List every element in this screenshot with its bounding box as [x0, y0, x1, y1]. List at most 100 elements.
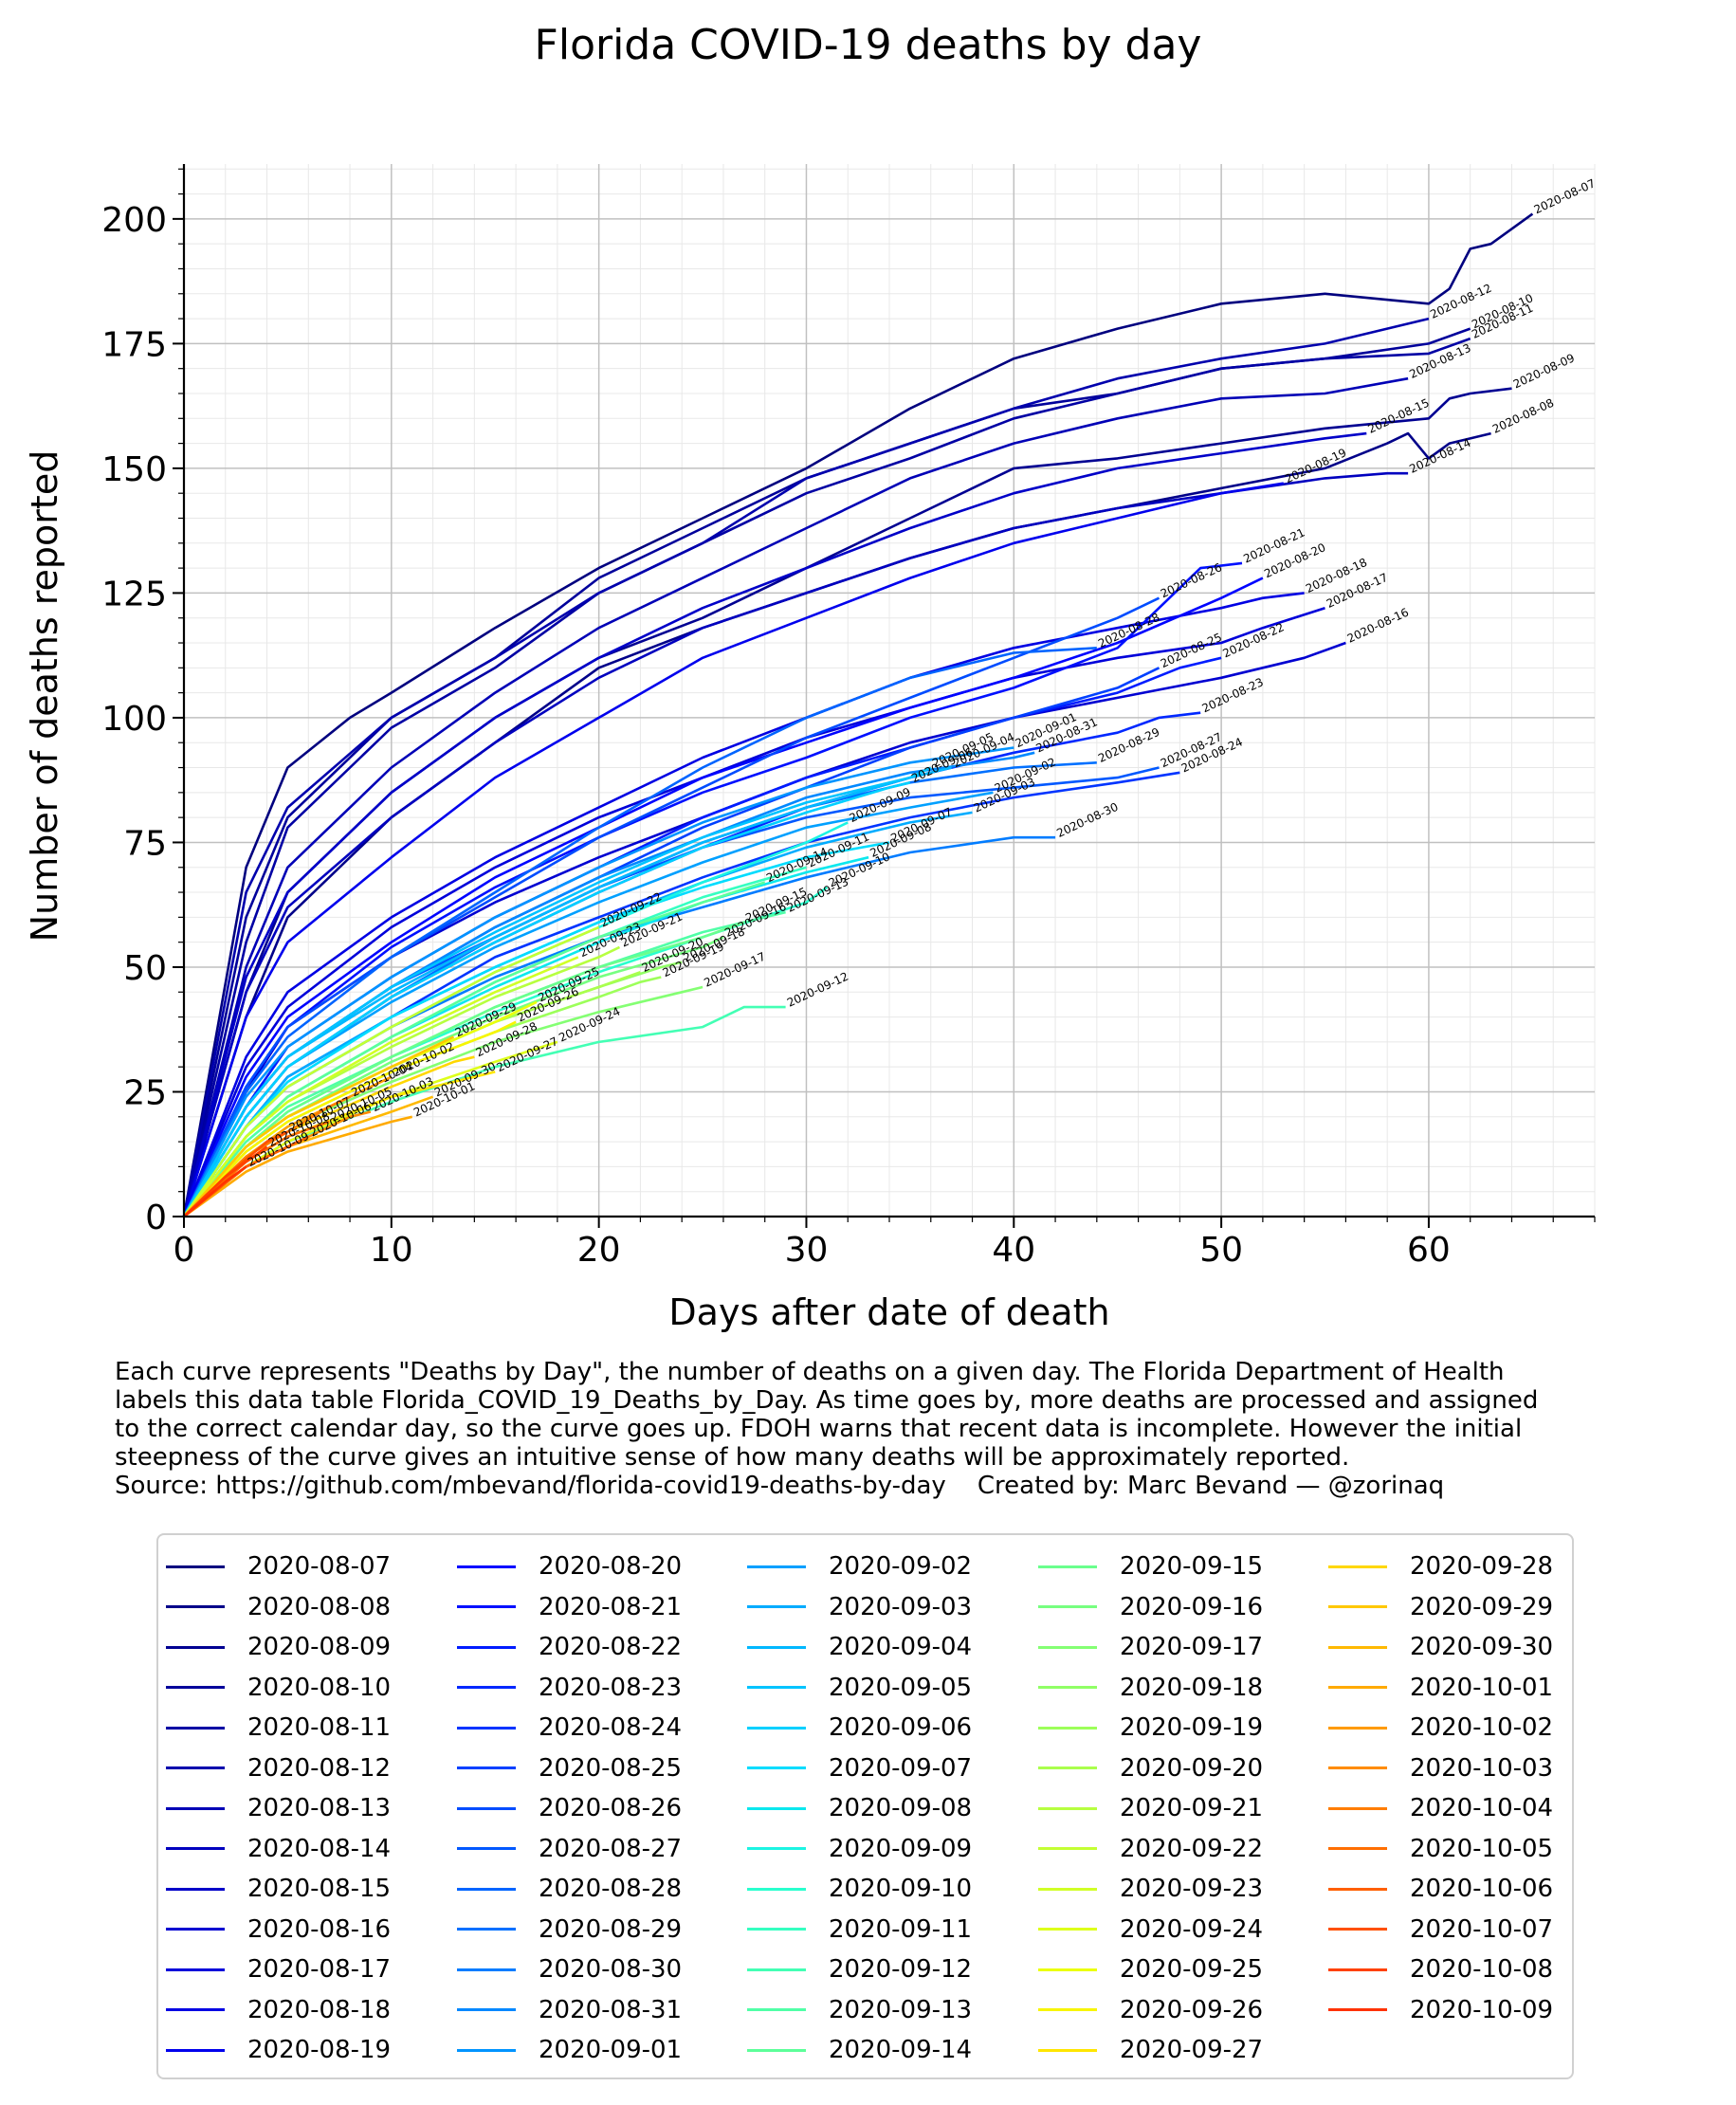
legend-label: 2020-09-28 [1410, 1552, 1554, 1581]
legend-item: 2020-08-07 [166, 1547, 391, 1586]
legend-label: 2020-08-26 [539, 1794, 683, 1822]
legend-label: 2020-09-21 [1120, 1794, 1264, 1822]
legend-swatch [747, 2008, 806, 2011]
legend-item: 2020-09-29 [1328, 1587, 1553, 1627]
legend-swatch [166, 1968, 225, 1971]
legend-label: 2020-08-17 [247, 1955, 392, 1984]
y-tick-label: 0 [145, 1199, 167, 1237]
legend-swatch [1328, 1928, 1387, 1931]
legend-label: 2020-08-10 [247, 1673, 392, 1702]
legend-item: 2020-08-11 [166, 1708, 391, 1748]
legend-item: 2020-09-30 [1328, 1627, 1553, 1667]
legend-label: 2020-09-20 [1120, 1753, 1264, 1783]
legend-label: 2020-08-29 [539, 1914, 683, 1944]
legend-label: 2020-08-28 [539, 1875, 683, 1903]
legend-swatch [1038, 1645, 1097, 1649]
legend-swatch [457, 1565, 516, 1568]
y-tick-label: 200 [101, 201, 167, 240]
series-line [182, 471, 1409, 1217]
series-line [182, 956, 579, 1217]
legend-swatch [1038, 2048, 1097, 2052]
legend-item: 2020-09-08 [747, 1788, 972, 1828]
legend-item: 2020-08-26 [457, 1788, 682, 1828]
legend-label: 2020-09-05 [829, 1673, 973, 1702]
series-line [182, 482, 1285, 1217]
series-line [182, 746, 1014, 1217]
series-end-label: 2020-08-14 [1407, 436, 1472, 476]
legend-swatch [747, 2048, 806, 2052]
y-tick-label: 50 [123, 949, 167, 988]
legend-item: 2020-10-06 [1328, 1869, 1553, 1909]
legend-swatch [747, 1887, 806, 1891]
legend-label: 2020-08-11 [247, 1713, 392, 1742]
legend-label: 2020-08-14 [247, 1834, 392, 1863]
legend-item: 2020-08-15 [166, 1869, 391, 1909]
legend-label: 2020-08-22 [539, 1633, 683, 1661]
legend-item: 2020-09-01 [457, 2030, 682, 2070]
legend-label: 2020-08-21 [539, 1592, 683, 1621]
legend-item: 2020-08-16 [166, 1910, 391, 1949]
legend-label: 2020-09-27 [1120, 2036, 1264, 2064]
legend-label: 2020-10-05 [1410, 1834, 1554, 1863]
legend-label: 2020-09-24 [1120, 1914, 1264, 1944]
y-tick-label: 175 [101, 325, 167, 364]
legend-label: 2020-08-16 [247, 1914, 392, 1944]
legend-swatch [1038, 1726, 1097, 1730]
legend-item: 2020-09-23 [1038, 1869, 1263, 1909]
legend-label: 2020-09-08 [829, 1794, 973, 1822]
legend-swatch [166, 1605, 225, 1608]
legend-item: 2020-09-20 [1038, 1748, 1263, 1788]
legend-item: 2020-10-08 [1328, 1949, 1553, 1989]
series-line [182, 212, 1534, 1217]
legend-item: 2020-08-10 [166, 1668, 391, 1708]
legend-swatch [1038, 1806, 1097, 1810]
y-tick-label: 75 [123, 824, 167, 863]
legend-swatch [166, 1686, 225, 1689]
legend-swatch [1038, 1605, 1097, 1608]
legend-label: 2020-09-29 [1410, 1592, 1554, 1621]
legend-label: 2020-10-03 [1410, 1753, 1554, 1783]
series-line [182, 647, 1097, 1217]
legend-swatch [166, 2008, 225, 2011]
legend-swatch [1328, 1605, 1387, 1608]
legend-swatch [1328, 1847, 1387, 1850]
legend-label: 2020-09-15 [1120, 1552, 1264, 1581]
legend-label: 2020-09-26 [1120, 1995, 1264, 2024]
legend-item: 2020-08-13 [166, 1788, 391, 1828]
legend-swatch [1328, 1766, 1387, 1769]
series-line [182, 376, 1409, 1217]
legend-swatch [166, 1565, 225, 1568]
legend-swatch [747, 1605, 806, 1608]
legend-label: 2020-10-07 [1410, 1914, 1554, 1944]
x-axis-label: Days after date of death [668, 1291, 1109, 1333]
legend-swatch [457, 1928, 516, 1931]
legend-item: 2020-08-09 [166, 1627, 391, 1667]
legend-item: 2020-08-22 [457, 1627, 682, 1667]
legend-item: 2020-09-15 [1038, 1547, 1263, 1586]
legend-item: 2020-08-17 [166, 1949, 391, 1989]
legend-swatch [457, 2048, 516, 2052]
legend-label: 2020-09-07 [829, 1753, 973, 1783]
legend-item: 2020-08-21 [457, 1587, 682, 1627]
legend-swatch [166, 1726, 225, 1730]
y-tick-label: 150 [101, 450, 167, 489]
legend-swatch [747, 1726, 806, 1730]
legend-label: 2020-08-08 [247, 1592, 392, 1621]
legend-item: 2020-09-03 [747, 1587, 972, 1627]
series-line [182, 781, 911, 1217]
legend-item: 2020-08-29 [457, 1910, 682, 1949]
legend-swatch [457, 1887, 516, 1891]
legend-swatch [166, 1645, 225, 1649]
legend-swatch [747, 1968, 806, 1971]
legend-item: 2020-09-14 [747, 2030, 972, 2070]
legend-item: 2020-09-19 [1038, 1708, 1263, 1748]
legend-label: 2020-09-30 [1410, 1633, 1554, 1661]
series-line [183, 1145, 268, 1217]
legend-swatch [457, 2008, 516, 2011]
legend-item: 2020-09-11 [747, 1910, 972, 1949]
legend-swatch [166, 1766, 225, 1769]
legend-item: 2020-09-17 [1038, 1627, 1263, 1667]
legend-swatch [1328, 1726, 1387, 1730]
legend-label: 2020-08-13 [247, 1794, 392, 1822]
y-axis-label: Number of deaths reported [24, 450, 65, 943]
